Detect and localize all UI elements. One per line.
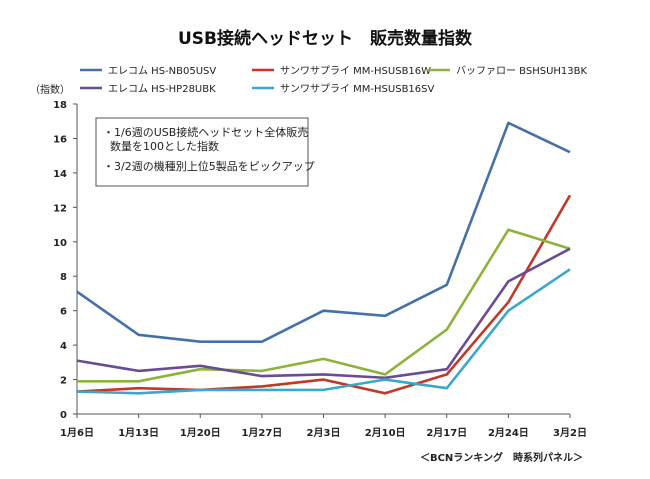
y-tick-label: 4	[60, 341, 67, 352]
axes: 0 2 4 6 8 10 12 14 16 18 1月6日 1月13日 1月20日 1月27日 2月3日 2月…	[53, 100, 587, 439]
x-tick-label: 2月3日	[307, 427, 341, 439]
series-line-3	[76, 247, 571, 380]
annotation-line-3: ・3/2週の機種別上位5製品をピックアップ	[103, 159, 315, 173]
legend-label: サンワサプライ MM-HSUSB16W	[280, 65, 431, 77]
series-line-0	[76, 121, 571, 344]
x-tick-label: 2月17日	[426, 427, 467, 439]
annotation-line-2: 数量を100とした指数	[110, 139, 219, 153]
legend-label: サンワサプライ MM-HSUSB16SV	[280, 83, 435, 95]
y-tick-label: 0	[60, 410, 67, 421]
y-tick-label: 10	[53, 238, 67, 249]
legend-label: エレコム HS-HP28UBK	[108, 83, 216, 95]
series-line-2	[77, 228, 571, 383]
x-tick-label: 1月20日	[180, 427, 221, 439]
y-tick-label: 16	[53, 134, 67, 145]
source-label: ＜BCNランキング 時系列パネル＞	[420, 451, 583, 464]
x-tick-label: 2月10日	[365, 427, 406, 439]
y-tick-label: 8	[60, 272, 67, 283]
legend-label: エレコム HS-NB05USV	[108, 65, 216, 77]
y-tick-label: 2	[60, 376, 67, 387]
y-tick-label: 18	[53, 100, 67, 111]
annotation-frame	[95, 117, 309, 187]
legend: エレコム HS-NB05USV サンワサプライ MM-HSUSB16W バッファロー…	[80, 65, 588, 95]
annotation-line-1: ・1/6週のUSB接続ヘッドセット全体販売	[103, 125, 308, 139]
legend-label: バッファロー BSHSUH13BK	[456, 65, 588, 77]
y-axis-label: （指数）	[30, 83, 70, 96]
x-tick-label: 1月13日	[118, 427, 159, 439]
series-lines	[76, 121, 572, 395]
x-tick-label: 2月24日	[488, 427, 529, 439]
annotation-box: ・1/6週のUSB接続ヘッドセット全体販売 数量を100とした指数 ・3/2週の…	[95, 117, 315, 187]
y-tick-label: 12	[53, 203, 67, 214]
x-tick-label: 1月27日	[241, 427, 282, 439]
series-line-4	[76, 268, 571, 395]
y-tick-label: 14	[53, 169, 67, 180]
x-tick-label: 3月2日	[553, 427, 587, 439]
y-tick-label: 6	[60, 307, 67, 318]
chart-title: USB接続ヘッドセット 販売数量指数	[178, 28, 473, 49]
x-tick-label: 1月6日	[60, 427, 94, 439]
series-line-1	[76, 194, 572, 395]
